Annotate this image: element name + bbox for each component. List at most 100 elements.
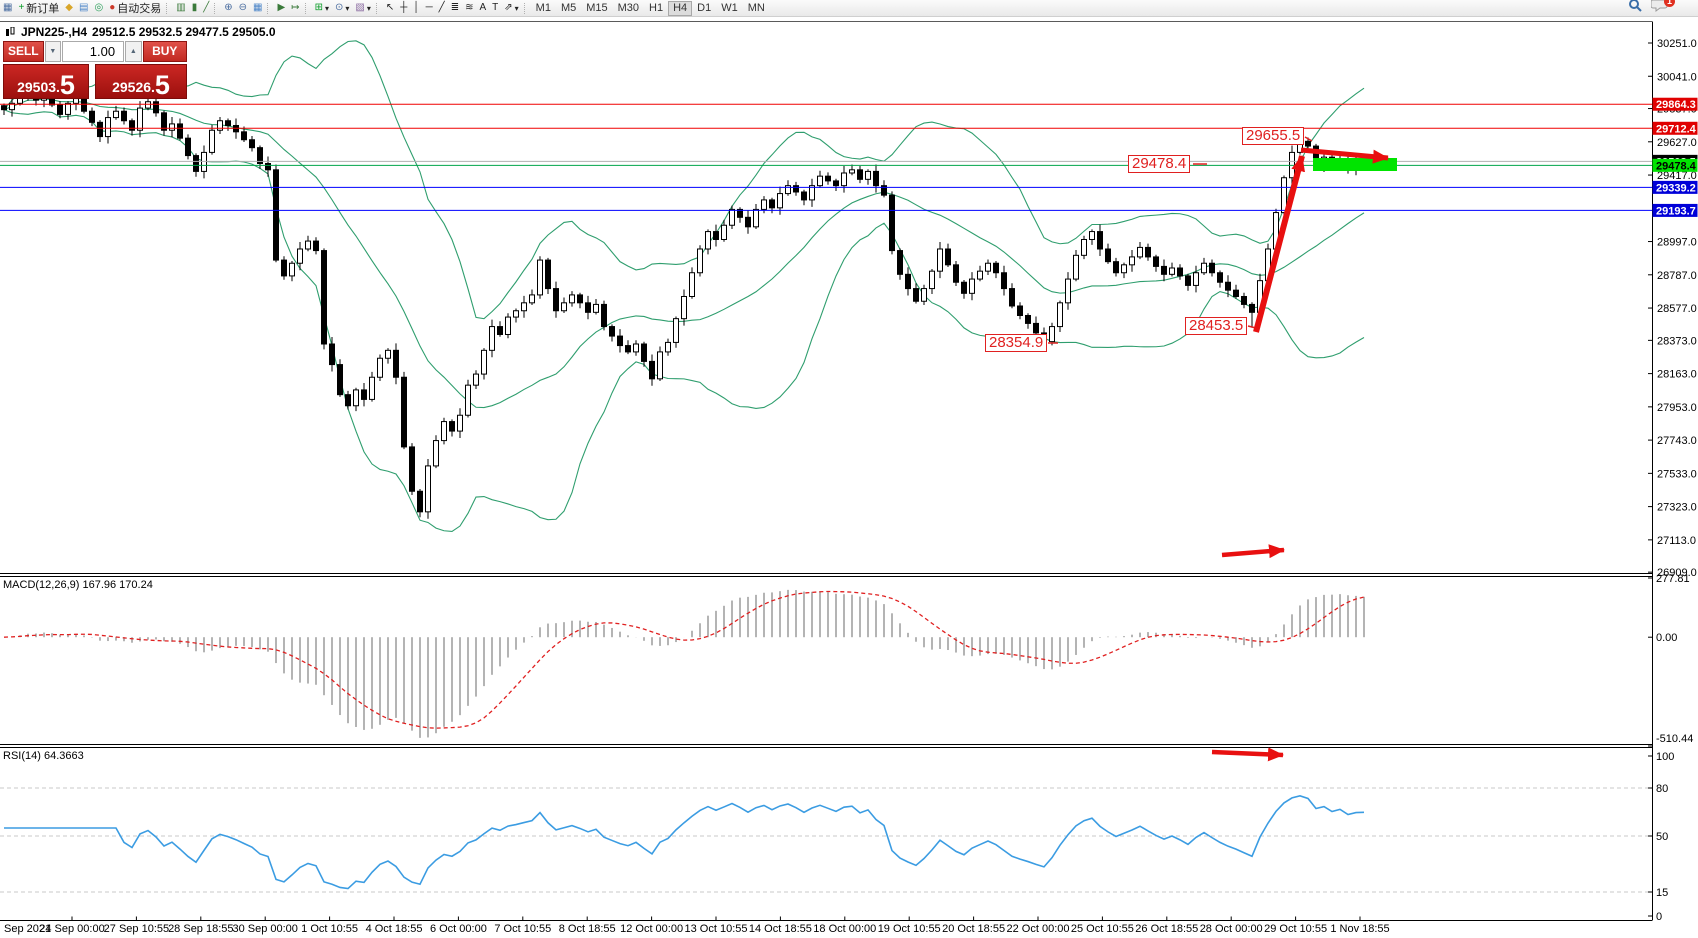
- line-chart-icon: ╱: [203, 2, 210, 13]
- hline-icon: ─: [425, 2, 433, 13]
- price-annotation-28354[interactable]: 28354.9: [985, 334, 1048, 352]
- trendline-icon: ╱: [438, 2, 445, 13]
- macd-axis-label: -510.44: [1656, 733, 1693, 745]
- notification-badge: 1: [1663, 0, 1675, 7]
- chart-window-icon: ▦: [3, 2, 13, 13]
- triangle-down-icon: ▼: [49, 48, 57, 55]
- line-chart-icon[interactable]: ╱: [200, 1, 212, 16]
- text-icon: A: [479, 2, 487, 13]
- caret-down-icon: ▾: [366, 3, 371, 13]
- search-icon[interactable]: [1628, 0, 1643, 18]
- sell-button[interactable]: SELL: [3, 41, 44, 62]
- cursor-icon: ↖: [385, 2, 395, 13]
- price-annotation-29655[interactable]: 29655.5: [1242, 127, 1305, 145]
- zoom-in-icon[interactable]: ⊕: [221, 1, 235, 16]
- chart-shift-icon[interactable]: ↦: [288, 1, 302, 16]
- timeframe-m30[interactable]: M30: [617, 1, 640, 14]
- market-watch-icon: ◆: [65, 2, 73, 13]
- market-watch-icon[interactable]: ◆: [62, 1, 76, 16]
- candlestick-icon: ▮: [191, 2, 198, 13]
- volume-increase-button[interactable]: ▲: [125, 41, 142, 62]
- timeframe-h1[interactable]: H1: [649, 1, 664, 14]
- signal-icon[interactable]: ◎: [91, 1, 106, 16]
- crosshair-icon[interactable]: ┼: [397, 1, 410, 16]
- svg-text:7 Oct 10:55: 7 Oct 10:55: [494, 923, 551, 935]
- periods-icon: ⊙: [334, 2, 344, 13]
- bar-chart-icon[interactable]: ▥: [173, 1, 188, 16]
- svg-text:8 Oct 18:55: 8 Oct 18:55: [559, 923, 616, 935]
- trendline-icon[interactable]: ╱: [436, 1, 448, 16]
- svg-text:25 Oct 10:55: 25 Oct 10:55: [1071, 923, 1134, 935]
- chart-shift-icon: ↦: [291, 2, 300, 13]
- fibo-icon[interactable]: ≣: [448, 1, 462, 16]
- bollinger-middle-band: [3, 98, 1365, 409]
- template-icon[interactable]: ▧ ▾: [352, 1, 373, 16]
- signal-icon: ◎: [94, 2, 104, 13]
- periods-icon[interactable]: ⊙ ▾: [332, 1, 352, 16]
- data-window-icon[interactable]: ▤: [76, 1, 91, 16]
- svg-text:1 Nov 18:55: 1 Nov 18:55: [1330, 923, 1389, 935]
- triangle-up-icon: ▲: [129, 48, 137, 55]
- svg-text:27953.0: 27953.0: [1657, 402, 1697, 414]
- candlestick-icon[interactable]: ▮: [189, 1, 201, 16]
- price-axis[interactable]: 30251.030041.029837.029627.029417.028997…: [1648, 38, 1697, 579]
- auto-scroll-icon[interactable]: ▶: [274, 1, 288, 16]
- trend-arrow[interactable]: [1300, 147, 1389, 164]
- chat-icon[interactable]: 1: [1650, 0, 1675, 18]
- timeframe-m15[interactable]: M15: [586, 1, 608, 14]
- svg-text:29417.0: 29417.0: [1657, 170, 1697, 182]
- chart-window-icon[interactable]: ▦: [0, 1, 15, 16]
- svg-text:28163.0: 28163.0: [1657, 369, 1697, 381]
- auto-scroll-icon: ▶: [277, 2, 286, 13]
- svg-text:28577.0: 28577.0: [1657, 303, 1697, 315]
- indicators-icon: ⊞: [314, 2, 323, 13]
- autotrading-icon[interactable]: ● 自动交易: [106, 1, 164, 16]
- new-order-icon[interactable]: + 新订单: [15, 1, 62, 16]
- label-icon[interactable]: T: [489, 1, 501, 16]
- tile-windows-icon[interactable]: ▦: [250, 1, 265, 16]
- timeframe-h4[interactable]: H4: [668, 0, 693, 16]
- svg-text:27743.0: 27743.0: [1657, 435, 1697, 447]
- template-icon: ▧: [355, 2, 365, 13]
- timeframe-mn[interactable]: MN: [747, 1, 765, 14]
- timeframe-m1[interactable]: M1: [535, 1, 551, 14]
- volume-decrease-button[interactable]: ▼: [44, 41, 62, 62]
- svg-text:29339.2: 29339.2: [1656, 182, 1696, 194]
- zoom-out-icon: ⊖: [238, 2, 248, 13]
- price-annotation-29478[interactable]: 29478.4: [1128, 155, 1191, 173]
- svg-text:28997.0: 28997.0: [1657, 237, 1697, 249]
- svg-text:24 Sep 00:00: 24 Sep 00:00: [39, 923, 104, 935]
- trend-arrow[interactable]: [1211, 747, 1284, 762]
- zoom-out-icon[interactable]: ⊖: [236, 1, 250, 16]
- svg-text:29193.7: 29193.7: [1656, 205, 1696, 217]
- macd-histogram: [11, 589, 1365, 738]
- svg-text:29627.0: 29627.0: [1657, 137, 1697, 149]
- symbol-chart-icon: [6, 26, 15, 36]
- volume-input[interactable]: [62, 41, 125, 62]
- timeframe-w1[interactable]: W1: [721, 1, 738, 14]
- timeframe-m5[interactable]: M5: [560, 1, 577, 14]
- vline-icon[interactable]: │: [410, 1, 422, 16]
- buy-button[interactable]: BUY: [142, 41, 187, 62]
- macd-axis-label: 0.00: [1656, 632, 1677, 644]
- rsi-axis-label: 0: [1656, 911, 1662, 923]
- arrows-icon[interactable]: ⇗ ▾: [501, 1, 521, 16]
- sell-price-display[interactable]: 29503. 5: [3, 64, 90, 99]
- hline-icon[interactable]: ─: [423, 1, 436, 16]
- buy-price-display[interactable]: 29526. 5: [95, 64, 187, 99]
- cursor-icon[interactable]: ↖: [383, 1, 397, 16]
- channel-icon[interactable]: ≋: [462, 1, 476, 16]
- text-icon[interactable]: A: [476, 1, 489, 16]
- svg-text:28 Oct 00:00: 28 Oct 00:00: [1200, 923, 1263, 935]
- svg-text:18 Oct 00:00: 18 Oct 00:00: [813, 923, 876, 935]
- timeframe-d1[interactable]: D1: [697, 1, 712, 14]
- symbol-ohlc-values: 29512.5 29532.5 29477.5 29505.0: [92, 25, 276, 39]
- price-annotation-28453[interactable]: 28453.5: [1185, 317, 1248, 335]
- trend-arrow[interactable]: [1221, 544, 1285, 559]
- indicators-icon[interactable]: ⊞ ▾: [312, 1, 332, 16]
- buy-price-main: 29526.: [112, 79, 155, 95]
- trend-arrow[interactable]: [1253, 155, 1305, 333]
- axis-price-label: [1652, 121, 1698, 135]
